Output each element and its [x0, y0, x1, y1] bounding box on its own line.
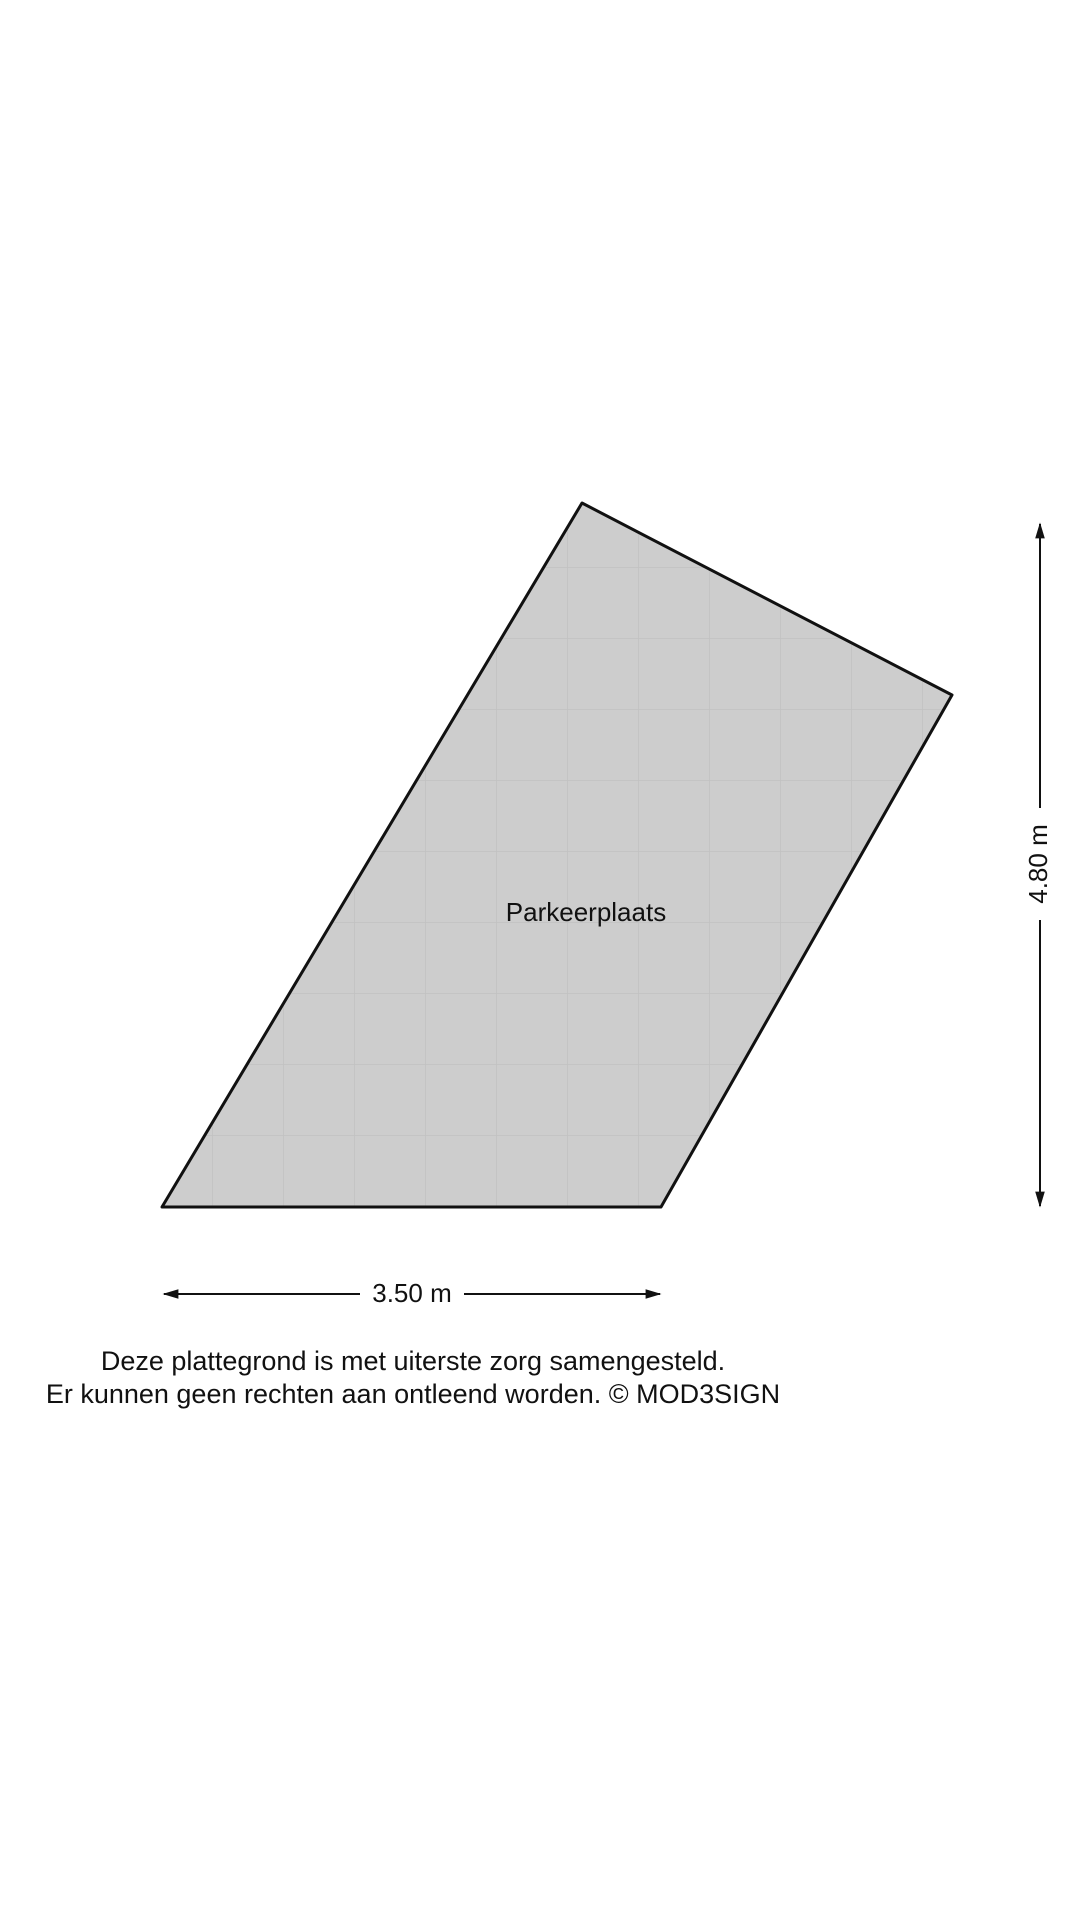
disclaimer-line: Deze plattegrond is met uiterste zorg sa…	[101, 1346, 725, 1376]
room-outline	[160, 501, 954, 1209]
disclaimer-line: Er kunnen geen rechten aan ontleend word…	[46, 1379, 780, 1409]
width-label: 3.50 m	[372, 1278, 452, 1308]
height-label: 4.80 m	[1023, 824, 1053, 904]
room-label: Parkeerplaats	[506, 897, 666, 927]
